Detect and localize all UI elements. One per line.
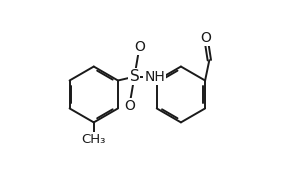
Text: NH: NH — [144, 70, 165, 84]
Text: O: O — [134, 40, 145, 54]
Text: CH₃: CH₃ — [82, 133, 106, 146]
Text: O: O — [201, 31, 211, 45]
Text: O: O — [124, 99, 135, 113]
Text: S: S — [130, 69, 139, 84]
